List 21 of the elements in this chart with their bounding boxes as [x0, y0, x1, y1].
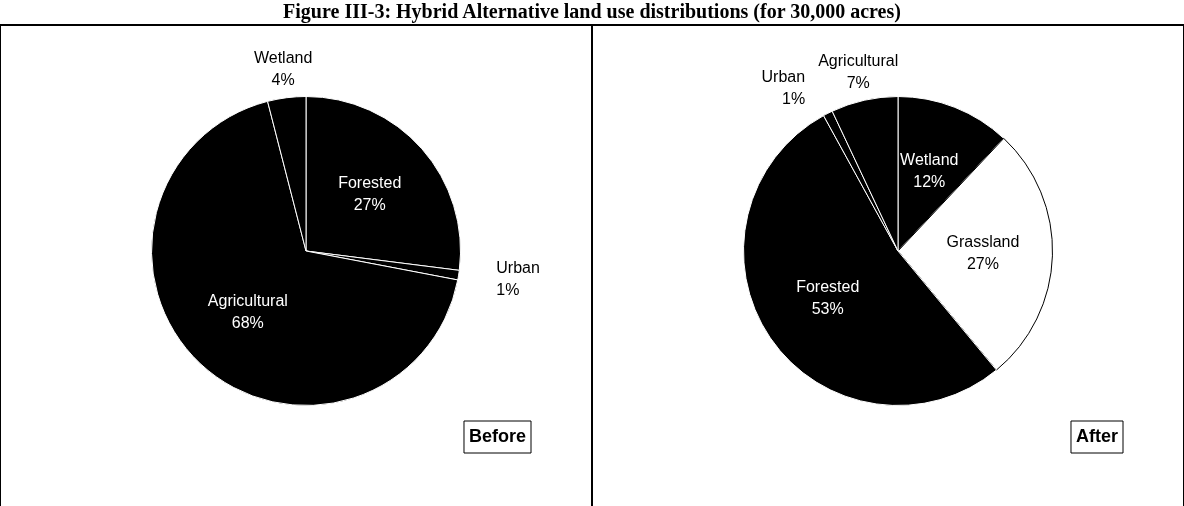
- text: Before: [468, 425, 526, 446]
- data-label: 4%: [271, 71, 295, 89]
- slice-label: Wetland: [253, 49, 313, 67]
- slice-label: Urban: [496, 258, 540, 276]
- slice-label: Forested: [338, 174, 402, 192]
- data-label: 27%: [353, 196, 386, 214]
- slice-label: Grassland: [946, 233, 1020, 251]
- data-label: 53%: [811, 300, 844, 318]
- slice-label: Agricultural: [818, 52, 899, 70]
- slice-label: Forested: [796, 278, 860, 296]
- data-label: 12%: [913, 173, 946, 191]
- data-label: 1%: [496, 280, 520, 298]
- data-label: 7%: [846, 74, 870, 92]
- data-label: 1%: [782, 89, 806, 107]
- text: After: [1075, 425, 1119, 446]
- text: Figure III-3: Hybrid Alternative land use distributions (for 30,000 acres): [282, 0, 902, 24]
- slice-label: Urban: [761, 67, 806, 85]
- slice-label: Wetland: [900, 151, 959, 169]
- data-label: 68%: [231, 314, 264, 332]
- slice-label: Agricultural: [207, 292, 288, 310]
- data-label: 27%: [966, 255, 999, 273]
